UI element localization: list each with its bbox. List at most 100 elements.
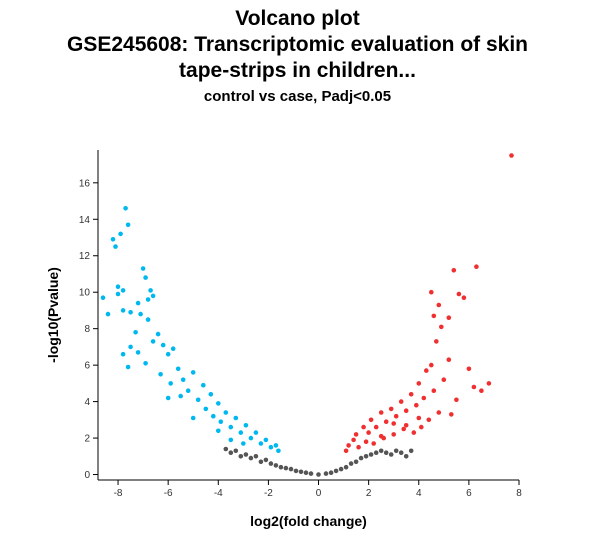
data-point-down — [135, 350, 141, 355]
data-point-down — [128, 310, 133, 315]
data-point-ns — [303, 470, 309, 476]
y-axis-label: -log10(Pvalue) — [45, 267, 61, 363]
y-tick-label: 6 — [84, 361, 90, 372]
data-point-ns — [248, 455, 254, 461]
data-point-down — [100, 295, 106, 301]
data-point-up — [366, 430, 371, 435]
data-point-up — [416, 415, 422, 421]
data-point-down — [148, 288, 153, 293]
data-point-up — [451, 268, 457, 273]
data-point-ns — [348, 461, 354, 466]
data-point-up — [434, 339, 439, 344]
data-point-down — [118, 231, 123, 237]
data-point-down — [248, 435, 254, 441]
data-point-ns — [338, 466, 344, 472]
data-point-down — [203, 406, 209, 412]
data-point-up — [426, 417, 432, 423]
data-point-ns — [233, 448, 239, 454]
data-point-down — [190, 415, 196, 421]
data-point-up — [411, 430, 417, 435]
data-point-up — [403, 408, 409, 414]
data-point-ns — [298, 469, 304, 475]
data-point-down — [120, 308, 126, 313]
data-point-down — [120, 351, 126, 357]
data-point-down — [145, 297, 151, 302]
data-point-up — [424, 368, 429, 373]
data-point-up — [421, 395, 427, 401]
chart-titles: Volcano plot GSE245608: Transcriptomic e… — [0, 6, 595, 107]
x-tick-label: 2 — [366, 488, 372, 499]
data-point-down — [273, 443, 279, 448]
data-point-down — [243, 423, 249, 428]
data-point-up — [383, 419, 389, 425]
data-point-up — [461, 295, 467, 301]
data-point-down — [180, 377, 186, 383]
data-point-up — [408, 392, 414, 397]
data-point-down — [143, 361, 148, 366]
data-point-up — [439, 324, 444, 330]
data-point-up — [466, 366, 472, 372]
x-tick-label: 4 — [416, 488, 422, 499]
data-point-up — [351, 437, 356, 443]
data-point-up — [419, 424, 424, 430]
data-point-up — [363, 439, 369, 445]
data-point-up — [429, 362, 434, 368]
x-tick-label: -2 — [264, 488, 273, 499]
data-point-down — [128, 344, 133, 350]
y-tick-label: 8 — [84, 324, 90, 335]
x-axis-label: log2(fold change) — [250, 513, 367, 529]
data-point-ns — [378, 448, 384, 454]
data-point-up — [446, 315, 452, 321]
data-point-ns — [388, 452, 394, 457]
data-point-down — [238, 430, 244, 435]
data-point-up — [346, 443, 351, 448]
data-point-down — [228, 437, 234, 443]
data-point-up — [388, 406, 394, 412]
data-point-up — [401, 426, 407, 432]
data-point-up — [509, 153, 514, 158]
data-point-down — [140, 266, 146, 271]
data-point-ns — [238, 454, 244, 459]
data-point-down — [258, 441, 264, 446]
data-point-ns — [383, 450, 389, 456]
data-point-ns — [263, 457, 269, 463]
data-point-down — [208, 392, 214, 397]
chart-subtitle: control vs case, Padj<0.05 — [203, 88, 392, 105]
data-point-up — [398, 399, 404, 404]
data-point-up — [391, 421, 397, 426]
data-point-up — [373, 424, 379, 430]
data-point-up — [441, 377, 447, 383]
data-point-down — [211, 413, 216, 419]
data-point-down — [175, 366, 181, 372]
data-point-up — [449, 412, 454, 417]
data-point-down — [115, 291, 121, 297]
data-point-down — [165, 351, 171, 357]
data-point-up — [378, 410, 384, 415]
data-point-down — [190, 370, 196, 375]
data-point-down — [276, 448, 281, 454]
data-point-down — [110, 237, 116, 242]
data-point-ns — [343, 464, 349, 470]
data-point-up — [429, 289, 434, 295]
data-point-up — [353, 432, 359, 437]
data-point-down — [170, 346, 176, 352]
data-point-down — [133, 330, 138, 335]
data-point-down — [160, 342, 166, 348]
data-point-up — [479, 388, 484, 394]
y-tick-label: 0 — [84, 470, 90, 481]
data-point-up — [454, 397, 459, 403]
data-point-down — [125, 364, 131, 370]
data-point-down — [115, 284, 121, 290]
data-point-ns — [293, 468, 299, 474]
data-point-ns — [278, 464, 284, 470]
data-point-ns — [373, 450, 379, 456]
data-point-down — [158, 372, 163, 377]
data-point-down — [178, 393, 183, 399]
data-point-up — [393, 413, 399, 419]
data-point-up — [431, 313, 437, 319]
data-point-down — [263, 437, 269, 443]
data-point-ns — [363, 454, 369, 459]
x-tick-label: -4 — [214, 488, 223, 499]
data-point-down — [268, 444, 274, 450]
